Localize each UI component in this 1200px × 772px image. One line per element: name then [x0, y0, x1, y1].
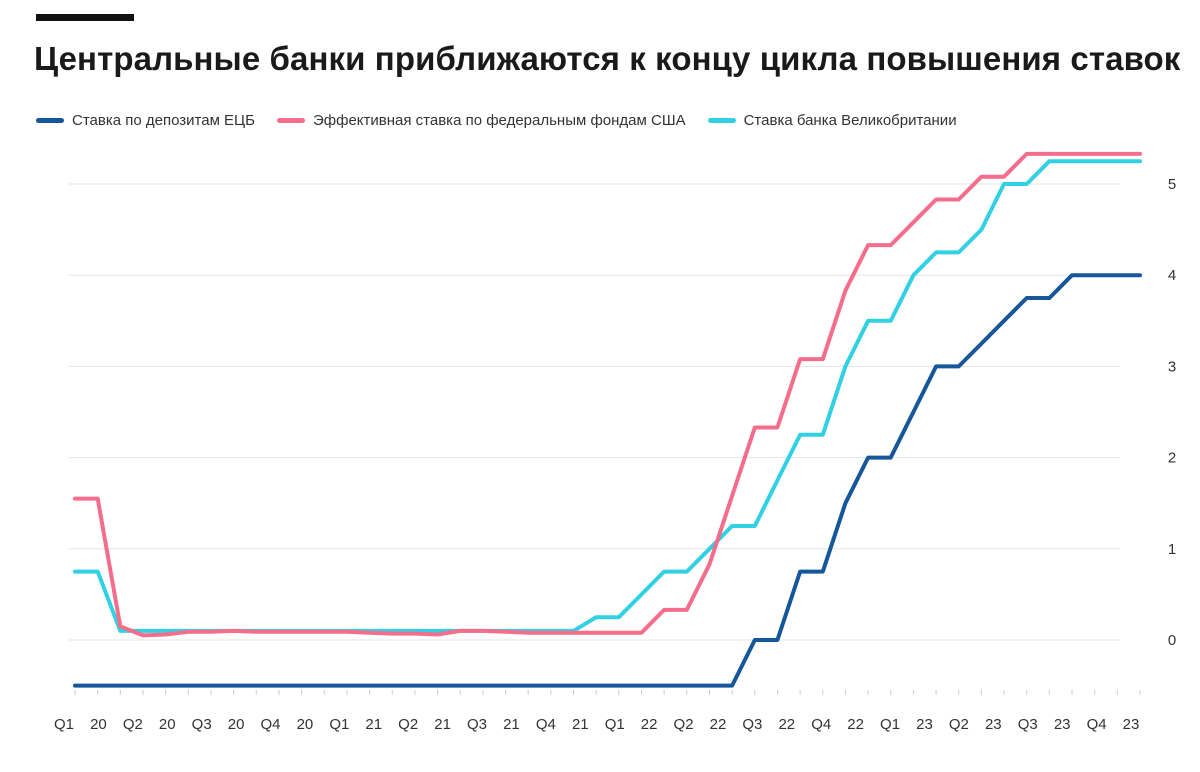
series-line-boe: [73, 159, 1142, 633]
x-tick-label: Q2: [949, 716, 969, 733]
x-tick-label: 23: [916, 716, 933, 733]
y-tick-label: 0: [1168, 632, 1176, 649]
grid-lines: [68, 183, 1120, 641]
x-tick-label: Q1: [880, 716, 900, 733]
y-tick-label: 1: [1168, 541, 1176, 558]
x-tick-label: 21: [572, 716, 589, 733]
y-tick-label: 4: [1168, 267, 1176, 284]
series-lines: [73, 151, 1142, 688]
x-tick-label: Q3: [742, 716, 762, 733]
x-tick-label: 21: [434, 716, 451, 733]
legend-item-ecb: Ставка по депозитам ЕЦБ: [36, 112, 255, 129]
top-rule: [36, 14, 134, 21]
series-line-fed: [73, 151, 1142, 638]
y-tick-label: 5: [1168, 176, 1176, 193]
chart-title: Центральные банки приближаются к концу ц…: [34, 40, 1181, 77]
x-axis-ticks: Q1 20 Q2 20 Q3 20 Q4 20 Q1 21 Q2 21 Q3 21 Q4 21 Q1 22 Q2 22…: [54, 690, 1141, 733]
x-tick-label: Q1: [329, 716, 349, 733]
x-tick-label: 23: [985, 716, 1002, 733]
x-tick-label: 23: [1123, 716, 1140, 733]
y-axis-ticks: 0 1 2 3 4 5: [1168, 176, 1176, 649]
x-tick-label: Q2: [398, 716, 418, 733]
x-tick-label: 22: [641, 716, 658, 733]
y-tick-label: 3: [1168, 358, 1176, 375]
legend-label-ecb: Ставка по депозитам ЕЦБ: [72, 112, 255, 129]
legend-item-boe: Ставка банка Великобритании: [707, 112, 957, 129]
y-tick-label: 2: [1168, 450, 1176, 467]
x-tick-label: Q3: [192, 716, 212, 733]
x-tick-label: Q2: [674, 716, 694, 733]
x-tick-label: 22: [847, 716, 864, 733]
x-tick-label: 23: [1054, 716, 1071, 733]
x-tick-label: 21: [365, 716, 382, 733]
legend-swatch-fed: [277, 118, 305, 123]
x-tick-label: Q2: [123, 716, 143, 733]
x-tick-label: 22: [710, 716, 727, 733]
legend: Ставка по депозитам ЕЦБ Эффективная став…: [36, 112, 979, 129]
legend-item-fed: Эффективная ставка по федеральным фондам…: [277, 112, 686, 129]
x-tick-label: 20: [297, 716, 314, 733]
x-tick-label: 21: [503, 716, 520, 733]
series-line-ecb: [73, 273, 1142, 688]
x-tick-label: Q4: [261, 716, 281, 733]
x-tick-label: Q4: [811, 716, 831, 733]
legend-swatch-boe: [707, 118, 736, 123]
x-tick-label: 20: [159, 716, 176, 733]
x-tick-label: Q4: [536, 716, 556, 733]
x-tick-label: 20: [228, 716, 245, 733]
x-tick-label: Q3: [467, 716, 487, 733]
x-tick-label: Q1: [605, 716, 625, 733]
legend-swatch-ecb: [36, 118, 64, 123]
x-tick-label: Q3: [1018, 716, 1038, 733]
legend-label-boe: Ставка банка Великобритании: [743, 112, 957, 129]
x-tick-label: 22: [778, 716, 795, 733]
x-tick-label: 20: [90, 716, 107, 733]
x-tick-label: Q1: [54, 716, 74, 733]
legend-label-fed: Эффективная ставка по федеральным фондам…: [313, 112, 686, 129]
x-tick-label: Q4: [1087, 716, 1107, 733]
